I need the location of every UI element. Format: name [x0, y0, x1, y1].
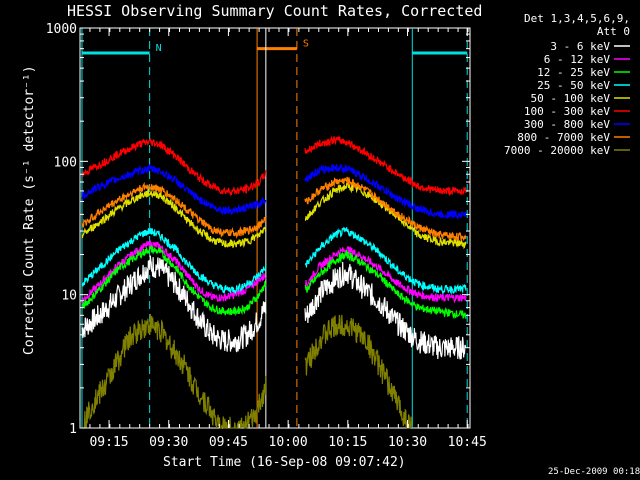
legend-label: 7000 - 20000 keV	[504, 144, 610, 157]
plot-frame	[79, 27, 471, 429]
series-line-3-seg-1	[304, 249, 467, 319]
x-tick-label: 09:30	[149, 435, 188, 450]
series-line-4-seg-0	[81, 228, 267, 295]
series-line-1-seg-0	[81, 255, 267, 353]
series-line-4-seg-1	[304, 226, 467, 296]
series-line-1-seg-1	[304, 261, 467, 360]
legend-label: 25 - 50 keV	[537, 79, 610, 92]
y-axis-label: Corrected Count Rate (s⁻¹ detector⁻¹)	[22, 65, 37, 355]
y-tick-label: 100	[54, 155, 77, 170]
series-line-2-seg-1	[304, 246, 467, 304]
series-layer	[81, 135, 467, 430]
series-line-3-seg-0	[81, 244, 267, 317]
legend-label: 300 - 800 keV	[524, 118, 610, 131]
x-tick-label: 09:15	[89, 435, 128, 450]
legend-header: Att 0	[597, 25, 630, 38]
series-line-6-seg-0	[81, 137, 267, 197]
series-line-8-seg-1	[304, 176, 467, 242]
x-axis: 09:15 09:30 09:45 10:00 10:15 10:30 10:45	[79, 28, 487, 450]
legend-label: 6 - 12 keV	[544, 53, 611, 66]
series-line-9-seg-1	[304, 314, 413, 430]
y-tick-label: 1000	[46, 22, 77, 37]
series-line-6-seg-1	[304, 135, 467, 197]
annotation-label-S: S	[303, 39, 309, 50]
x-tick-label: 10:45	[448, 435, 487, 450]
series-line-8-seg-0	[81, 181, 267, 240]
series-line-5-seg-1	[304, 182, 467, 250]
legend-label: 50 - 100 keV	[531, 92, 611, 105]
legend-header: Det 1,3,4,5,6,9,	[524, 12, 630, 25]
annotation-label-N: N	[156, 43, 162, 54]
x-tick-label: 10:15	[328, 435, 367, 450]
x-axis-label: Start Time (16-Sep-08 09:07:42)	[163, 455, 406, 470]
footer-date: 25-Dec-2009 00:18	[548, 467, 640, 477]
legend-label: 12 - 25 keV	[537, 66, 610, 79]
series-line-7-seg-0	[81, 164, 267, 216]
x-tick-label: 09:45	[209, 435, 248, 450]
series-line-9-seg-0	[82, 313, 267, 429]
y-tick-label: 10	[61, 289, 77, 304]
x-tick-label: 10:30	[388, 435, 427, 450]
x-tick-label: 10:00	[269, 435, 308, 450]
legend-label: 100 - 300 keV	[524, 105, 610, 118]
series-line-7-seg-1	[304, 164, 467, 220]
y-axis: 1 10 100 1000	[46, 22, 470, 437]
legend-label: 3 - 6 keV	[550, 40, 610, 53]
y-tick-label: 1	[69, 422, 77, 437]
legend-label: 800 - 7000 keV	[517, 131, 610, 144]
chart-title: HESSI Observing Summary Count Rates, Cor…	[67, 2, 482, 20]
series-line-5-seg-0	[81, 187, 267, 248]
